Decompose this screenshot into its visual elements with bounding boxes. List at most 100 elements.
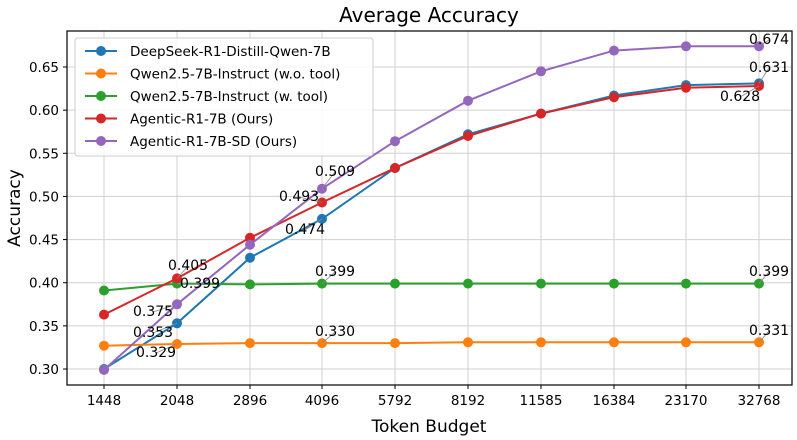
data-annotation: 0.353 [133, 325, 173, 341]
annotation-leader [155, 343, 178, 354]
data-annotation: 0.331 [749, 323, 789, 339]
y-tick-label: 0.35 [29, 319, 59, 335]
data-point [317, 197, 327, 208]
data-point [99, 364, 109, 375]
x-tick-label: 1448 [87, 393, 121, 409]
annotation-leader [758, 330, 770, 343]
x-tick-label: 2896 [233, 393, 267, 409]
series-line [103, 341, 759, 347]
series-4 [99, 41, 764, 375]
data-point [99, 285, 109, 296]
data-point [536, 337, 546, 348]
series-line [103, 45, 759, 371]
x-axis-label: Token Budget [371, 417, 487, 437]
data-point [463, 337, 473, 348]
x-tick-label: 11585 [520, 393, 563, 409]
data-point [463, 278, 473, 289]
annotation-leader [152, 322, 178, 334]
legend-swatch-marker [96, 113, 106, 124]
data-annotation: 0.399 [180, 276, 220, 292]
legend-swatch-marker [96, 136, 106, 146]
data-point [390, 338, 400, 349]
annotation-leader [758, 39, 770, 47]
legend-swatch-marker [96, 46, 106, 56]
data-annotation: 0.474 [285, 222, 325, 238]
data-annotation: 0.631 [749, 60, 789, 76]
data-annotations: 0.405 0.399 0.375 0.353 0.329 0.509 0.493 0.474… [133, 32, 789, 361]
data-point [390, 163, 400, 173]
x-tick-label: 5792 [378, 393, 412, 409]
y-axis-ticks: 0.30 0.35 0.40 0.45 0.50 0.55 0.60 0.65 [29, 60, 67, 378]
data-point [245, 252, 255, 263]
data-point [609, 92, 619, 103]
annotation-leader [176, 265, 189, 279]
annotation-leader [304, 218, 323, 231]
data-point [609, 278, 619, 289]
legend-label: Agentic-R1-7B (Ours) [130, 112, 273, 128]
legend-item: DeepSeek-R1-Distill-Qwen-7B [85, 44, 331, 60]
data-point [390, 136, 400, 147]
y-tick-label: 0.40 [29, 276, 59, 292]
x-tick-label: 16384 [593, 393, 636, 409]
data-point [245, 239, 255, 250]
data-point [245, 232, 255, 243]
legend-label: Qwen2.5-7B-Instruct (w. tool) [130, 89, 328, 105]
legend-item: Qwen2.5-7B-Instruct (w. tool) [85, 89, 328, 105]
y-tick-label: 0.45 [29, 233, 59, 249]
x-tick-label: 32768 [738, 393, 781, 409]
legend-swatch-marker [96, 68, 106, 79]
legend-item: Agentic-R1-7B-SD (Ours) [85, 134, 297, 150]
annotation-leader [321, 271, 336, 284]
data-annotation: 0.628 [720, 89, 760, 105]
data-annotation: 0.509 [315, 164, 355, 180]
data-point [317, 183, 327, 194]
data-point [463, 131, 473, 141]
legend-label: DeepSeek-R1-Distill-Qwen-7B [130, 44, 331, 60]
annotation-leader [152, 303, 178, 313]
data-annotation: 0.674 [749, 32, 789, 48]
annotation-leader [321, 331, 336, 344]
annotation-leader [321, 171, 336, 189]
series-line [103, 85, 760, 316]
data-point [609, 337, 619, 348]
legend-item: Agentic-R1-7B (Ours) [85, 112, 273, 128]
data-point [390, 278, 400, 289]
data-point [99, 340, 109, 351]
data-point [609, 45, 619, 56]
annotation-leader [739, 85, 760, 98]
y-tick-label: 0.55 [29, 146, 59, 162]
legend-item: Qwen2.5-7B-Instruct (w.o. tool) [85, 67, 340, 83]
data-annotation: 0.375 [133, 304, 173, 320]
legend-swatch-marker [96, 91, 106, 101]
annotation-leader [298, 196, 323, 203]
x-tick-label: 2048 [160, 393, 194, 409]
legend-box [74, 37, 374, 157]
x-tick-label: 8192 [451, 393, 485, 409]
data-point [245, 279, 255, 290]
y-tick-label: 0.65 [29, 60, 59, 76]
y-axis-label: Accuracy [5, 169, 25, 247]
series-1 [99, 337, 764, 351]
legend-label: Agentic-R1-7B-SD (Ours) [130, 134, 297, 150]
legend: DeepSeek-R1-Distill-Qwen-7B Qwen2.5-7B-In… [74, 37, 374, 157]
series-line [103, 282, 759, 292]
x-axis-ticks: 1448 2048 2896 4096 5792 8192 11585 16384 23170 3… [87, 385, 781, 409]
x-tick-label: 4096 [305, 393, 339, 409]
x-tick-label: 23170 [665, 393, 708, 409]
data-annotation: 0.493 [279, 189, 319, 205]
chart-title: Average Accuracy [339, 3, 519, 27]
legend-label: Qwen2.5-7B-Instruct (w.o. tool) [130, 67, 340, 83]
data-point [463, 95, 473, 106]
data-point [754, 41, 764, 52]
data-annotation: 0.399 [315, 264, 355, 280]
annotation-leader [758, 271, 770, 284]
data-point [536, 108, 546, 119]
data-annotation: 0.399 [749, 264, 789, 280]
data-point [681, 337, 691, 348]
data-point [536, 66, 546, 77]
data-point [681, 41, 691, 52]
data-point [536, 278, 546, 289]
data-point [681, 82, 691, 93]
